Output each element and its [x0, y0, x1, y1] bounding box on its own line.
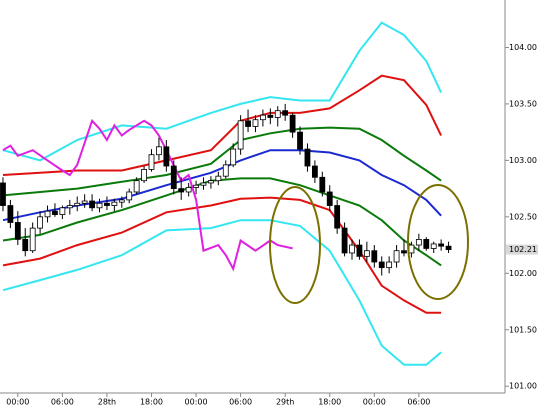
candle-body	[230, 148, 237, 166]
candle-body	[22, 239, 29, 252]
candle-body	[148, 154, 155, 170]
candle-body	[438, 243, 445, 247]
candle-body	[349, 244, 355, 254]
candle-body	[445, 245, 452, 250]
candle-body	[326, 191, 333, 206]
candle-body	[408, 244, 415, 254]
x-tick-label: 18:00	[318, 398, 341, 407]
candle-body	[222, 164, 229, 177]
y-tick-label: 102.00	[509, 269, 537, 278]
candle-body	[415, 239, 422, 246]
last-price-label: 102.21	[509, 245, 537, 254]
x-tick-label: 00:00	[6, 398, 29, 407]
candle-body	[259, 114, 266, 121]
candle-body	[356, 244, 363, 257]
highlight-ellipse	[269, 186, 321, 304]
x-tick-label: 06:00	[229, 398, 252, 407]
candle-body	[363, 250, 370, 257]
candle-body	[193, 184, 199, 188]
candle-body	[289, 114, 296, 133]
candle-body	[133, 180, 140, 193]
candle-body	[178, 188, 185, 193]
candle-body	[29, 227, 36, 252]
candle-body	[274, 110, 281, 118]
indicator-line	[2, 219, 442, 366]
candle-body	[141, 168, 147, 182]
candle-body	[386, 261, 393, 269]
candle-body	[44, 210, 51, 218]
x-tick-label: 00:00	[185, 398, 208, 407]
y-tick-label: 104.00	[509, 43, 537, 52]
indicator-line	[2, 126, 442, 197]
plot-area	[0, 21, 452, 366]
candle-body	[378, 261, 385, 269]
candle-body	[423, 239, 430, 249]
indicator-line	[2, 177, 442, 267]
candle-body	[37, 216, 44, 229]
x-tick-label: 18:00	[140, 398, 163, 407]
candle-body	[311, 165, 318, 178]
indicator-line	[2, 196, 442, 314]
y-tick-label: 101.50	[509, 325, 537, 334]
candle-body	[267, 114, 274, 118]
indicator-line	[2, 21, 443, 162]
candle-body	[74, 202, 81, 206]
candle-body	[208, 180, 214, 184]
candle-body	[393, 250, 400, 263]
candle-body	[304, 148, 311, 167]
candle-body	[282, 110, 289, 116]
candle-body	[89, 200, 95, 209]
candle-body	[66, 205, 73, 209]
y-tick-label: 101.00	[509, 382, 537, 391]
candle-body	[163, 146, 170, 167]
candle-body	[52, 210, 58, 215]
x-tick-label: 00:00	[363, 398, 386, 407]
candle-body	[185, 187, 192, 193]
x-tick-label: 06:00	[407, 398, 430, 407]
candle-body	[126, 191, 133, 201]
candle-body	[111, 201, 118, 206]
candle-body	[252, 119, 259, 127]
candle-body	[59, 207, 66, 215]
candle-body	[334, 205, 341, 229]
x-tick-label: 28th	[98, 398, 116, 407]
candle-body	[14, 222, 21, 240]
candle-body	[0, 182, 6, 206]
candle-body	[371, 250, 378, 263]
candle-body	[200, 182, 207, 186]
indicator-line	[2, 118, 293, 272]
candle-body	[245, 120, 251, 127]
candle-body	[401, 250, 407, 254]
y-tick-label: 103.50	[509, 99, 537, 108]
last-price-box	[506, 244, 538, 255]
x-tick-label: 29th	[276, 398, 294, 407]
candle-body	[156, 146, 162, 156]
x-tick-label: 06:00	[51, 398, 74, 407]
highlight-ellipse	[407, 184, 469, 300]
candle-body	[341, 227, 348, 254]
candle-body	[104, 202, 110, 206]
y-tick-label: 103.00	[509, 156, 537, 165]
candle-body	[96, 202, 103, 209]
candle-body	[170, 165, 177, 189]
candle-body	[430, 243, 437, 249]
y-tick-label: 102.50	[509, 212, 537, 221]
candle-body	[7, 205, 14, 223]
candle-body	[81, 200, 88, 204]
candle-body	[237, 120, 244, 150]
candle-body	[319, 176, 326, 193]
candle-body	[215, 175, 222, 182]
candle-body	[118, 199, 125, 203]
candle-body	[297, 131, 303, 150]
